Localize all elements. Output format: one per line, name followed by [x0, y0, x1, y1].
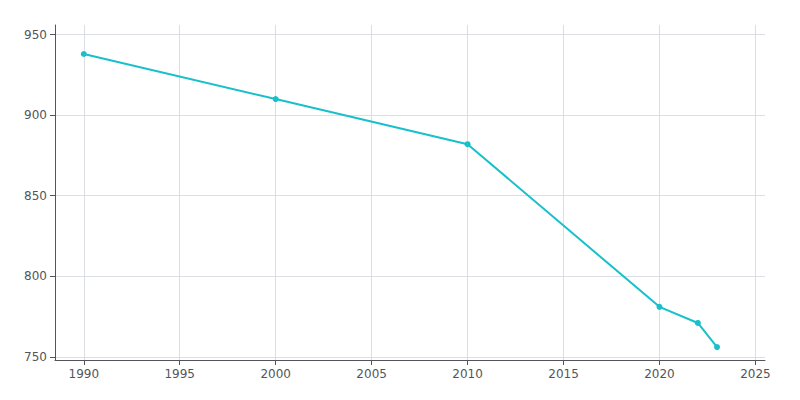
svg-text:900: 900	[24, 108, 47, 122]
svg-text:2010: 2010	[452, 367, 483, 381]
svg-text:1995: 1995	[164, 367, 195, 381]
svg-text:1990: 1990	[69, 367, 100, 381]
svg-text:2015: 2015	[548, 367, 579, 381]
svg-text:800: 800	[24, 269, 47, 283]
svg-text:750: 750	[24, 350, 47, 364]
svg-text:2025: 2025	[740, 367, 771, 381]
svg-text:850: 850	[24, 189, 47, 203]
svg-text:2020: 2020	[644, 367, 675, 381]
svg-text:950: 950	[24, 28, 47, 42]
svg-text:2000: 2000	[260, 367, 291, 381]
svg-text:2005: 2005	[356, 367, 387, 381]
